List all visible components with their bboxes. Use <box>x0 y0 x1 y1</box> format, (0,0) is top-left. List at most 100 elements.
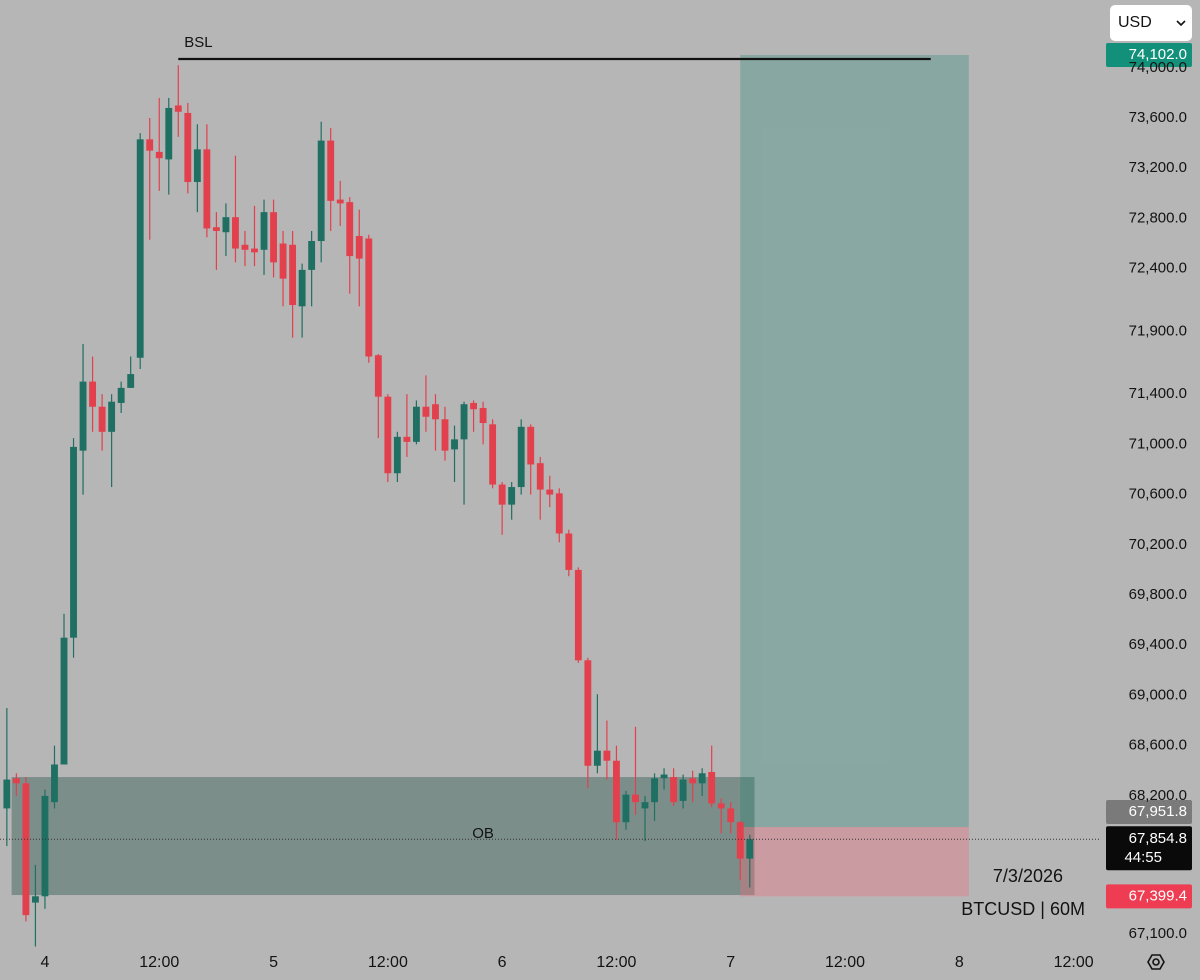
candle-body <box>289 244 297 306</box>
y-tick-label: 69,400.0 <box>1129 636 1187 653</box>
x-tick-label: 4 <box>41 954 50 971</box>
symbol-label: BTCUSD | 60M <box>961 899 1085 919</box>
candle-body <box>3 779 11 809</box>
candle-body <box>498 484 506 505</box>
countdown-label: 44:55 <box>1124 849 1162 866</box>
candle-body <box>270 212 277 263</box>
y-tick-label: 67,100.0 <box>1129 925 1187 942</box>
x-tick-label: 12:00 <box>825 954 865 971</box>
settings-button[interactable] <box>1147 954 1165 970</box>
candle-body <box>698 773 706 784</box>
candle-body <box>70 446 77 638</box>
candle-body <box>298 269 306 307</box>
price-badge <box>1106 884 1192 909</box>
candle-body <box>565 533 573 570</box>
candle-body <box>308 241 316 270</box>
candle-body <box>232 217 239 249</box>
candle-body <box>622 794 630 823</box>
candle-body <box>32 896 39 903</box>
x-tick-label: 12:00 <box>139 954 179 971</box>
candle-body <box>470 402 477 410</box>
candle-body <box>41 795 49 897</box>
currency-dropdown[interactable]: USD <box>1110 5 1192 41</box>
candle-body <box>641 802 649 809</box>
candle-body <box>584 660 592 766</box>
bsl-label: BSL <box>184 34 212 51</box>
candle-body <box>355 235 363 259</box>
candle-body <box>736 822 744 859</box>
candle-body <box>403 436 411 442</box>
candle-body <box>203 149 211 229</box>
x-tick-label: 8 <box>955 954 964 971</box>
y-tick-label: 68,200.0 <box>1129 787 1187 804</box>
candle-body <box>517 426 525 488</box>
candle-body <box>279 243 287 279</box>
candle-body <box>727 808 735 823</box>
y-tick-label: 70,200.0 <box>1129 536 1187 553</box>
candle-body <box>22 783 30 916</box>
candle-body <box>412 406 420 442</box>
y-tick-label: 71,900.0 <box>1129 322 1187 339</box>
price-badge <box>1106 800 1192 825</box>
date-label: 7/3/2026 <box>993 866 1063 886</box>
candle-body <box>336 199 344 204</box>
candle-body <box>574 569 582 661</box>
candle-body <box>546 489 554 495</box>
candle-body <box>108 401 116 432</box>
candle-body <box>317 140 325 242</box>
candle-body <box>165 107 173 160</box>
candle-body <box>12 778 20 784</box>
x-tick-label: 12:00 <box>368 954 408 971</box>
candle-body <box>327 140 335 201</box>
y-tick-label: 68,600.0 <box>1129 737 1187 754</box>
candle-body <box>555 493 563 534</box>
current-badge-label: 67,854.8 <box>1129 830 1187 847</box>
candle-body <box>146 139 154 151</box>
ob-label: OB <box>472 825 494 842</box>
candle-body <box>346 202 354 257</box>
x-tick-label: 7 <box>726 954 735 971</box>
candle-body <box>222 217 230 233</box>
candle-body <box>365 238 373 357</box>
candle-body <box>260 212 268 250</box>
candle-body <box>441 419 449 451</box>
candle-body <box>422 406 430 417</box>
y-tick-label: 73,600.0 <box>1129 109 1187 126</box>
candle-body <box>374 355 382 397</box>
candle-body <box>193 149 201 183</box>
candle-body <box>393 436 401 474</box>
candle-body <box>184 112 192 183</box>
x-tick-label: 12:00 <box>1054 954 1094 971</box>
candle-body <box>527 426 535 465</box>
candle-body <box>60 637 68 765</box>
settings-icon-center[interactable] <box>1152 958 1160 966</box>
candle-body <box>660 774 668 779</box>
candle-body <box>508 487 516 505</box>
candle-body <box>432 404 439 420</box>
dropdown-arrow[interactable] <box>1176 20 1186 27</box>
candle-body <box>708 772 716 804</box>
x-tick-label: 6 <box>498 954 507 971</box>
candle-body <box>451 439 458 450</box>
candle-body <box>51 764 58 803</box>
price-badge-label: 67,951.8 <box>1129 803 1187 820</box>
candle-body <box>79 381 87 451</box>
stop-zone <box>740 827 969 897</box>
settings-icon[interactable] <box>1147 954 1165 970</box>
candle-body <box>127 374 135 388</box>
dropdown-box[interactable] <box>1110 5 1192 41</box>
y-tick-label: 74,000.0 <box>1129 59 1187 76</box>
candle-body <box>536 463 544 490</box>
candle-body <box>670 777 678 803</box>
candle-body <box>241 244 249 250</box>
y-tick-label: 72,400.0 <box>1129 260 1187 277</box>
dropdown-text[interactable]: USD <box>1118 14 1152 31</box>
candle-body <box>384 396 392 474</box>
target-zone <box>740 54 969 828</box>
candle-body <box>717 803 725 809</box>
y-tick-label: 70,600.0 <box>1129 486 1187 503</box>
candle-body <box>251 248 258 253</box>
candle-body <box>174 105 182 112</box>
y-tick-label: 72,800.0 <box>1129 209 1187 226</box>
candle-body <box>746 839 754 859</box>
